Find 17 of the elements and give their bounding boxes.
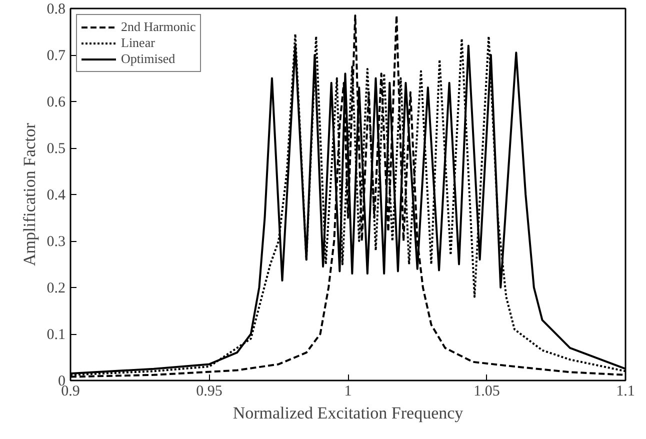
y-tick-label: 0.1: [46, 327, 66, 343]
x-tick-label: 0.95: [196, 384, 222, 400]
y-axis-title: Amplification Factor: [20, 122, 39, 266]
y-tick-label: 0.7: [46, 48, 66, 64]
legend-label: 2nd Harmonic: [121, 19, 196, 35]
x-axis-title: Normalized Excitation Frequency: [232, 404, 464, 422]
x-tick-label: 1.1: [616, 384, 635, 400]
legend-label: Linear: [121, 35, 155, 51]
x-tick-label: 1.05: [474, 384, 500, 400]
y-tick-label: 0.6: [46, 94, 66, 110]
x-tick-label: 1: [344, 384, 352, 400]
legend-label: Optimised: [121, 51, 176, 67]
y-tick-label: 0.8: [46, 2, 66, 18]
y-tick-label: 0.2: [46, 280, 66, 296]
y-tick-label: 0.3: [46, 234, 66, 250]
y-tick-label: 0.4: [46, 188, 66, 204]
y-tick-label: 0.5: [46, 141, 66, 157]
